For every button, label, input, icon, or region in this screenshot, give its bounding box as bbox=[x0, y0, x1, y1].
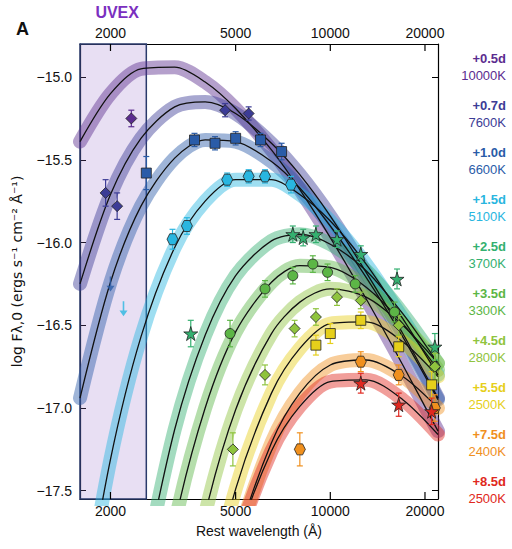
svg-text:+2.5d: +2.5d bbox=[472, 239, 506, 254]
svg-text:20000: 20000 bbox=[406, 503, 445, 519]
svg-text:2400K: 2400K bbox=[468, 444, 506, 459]
svg-text:10000: 10000 bbox=[311, 503, 350, 519]
svg-text:+0.5d: +0.5d bbox=[472, 51, 506, 66]
svg-text:+5.5d: +5.5d bbox=[472, 380, 506, 395]
svg-text:6600K: 6600K bbox=[468, 162, 506, 177]
svg-text:3700K: 3700K bbox=[468, 256, 506, 271]
svg-text:5100K: 5100K bbox=[468, 209, 506, 224]
svg-text:2000: 2000 bbox=[95, 503, 126, 519]
svg-text:2500K: 2500K bbox=[468, 491, 506, 506]
svg-text:−15.5: −15.5 bbox=[37, 152, 73, 168]
svg-text:−17.0: −17.0 bbox=[37, 400, 73, 416]
svg-text:+1.0d: +1.0d bbox=[472, 145, 506, 160]
svg-text:3300K: 3300K bbox=[468, 303, 506, 318]
svg-text:2500K: 2500K bbox=[468, 397, 506, 412]
svg-text:7600K: 7600K bbox=[468, 115, 506, 130]
svg-text:+3.5d: +3.5d bbox=[472, 286, 506, 301]
svg-text:UVEX: UVEX bbox=[95, 4, 139, 21]
svg-text:log Fλ,0 (ergs s⁻¹ cm⁻² Å⁻¹): log Fλ,0 (ergs s⁻¹ cm⁻² Å⁻¹) bbox=[9, 176, 25, 368]
svg-text:+1.5d: +1.5d bbox=[472, 192, 506, 207]
svg-text:10000K: 10000K bbox=[461, 68, 506, 83]
svg-text:+8.5d: +8.5d bbox=[472, 474, 506, 489]
svg-text:5000: 5000 bbox=[220, 25, 251, 41]
svg-text:+0.7d: +0.7d bbox=[472, 98, 506, 113]
svg-text:10000: 10000 bbox=[311, 25, 350, 41]
svg-text:−17.5: −17.5 bbox=[37, 483, 73, 499]
svg-text:20000: 20000 bbox=[406, 25, 445, 41]
svg-text:−16.0: −16.0 bbox=[37, 235, 73, 251]
svg-text:2000: 2000 bbox=[95, 25, 126, 41]
svg-text:+7.5d: +7.5d bbox=[472, 427, 506, 442]
svg-text:Rest wavelength (Å): Rest wavelength (Å) bbox=[196, 523, 322, 539]
svg-text:5000: 5000 bbox=[220, 503, 251, 519]
svg-text:−16.5: −16.5 bbox=[37, 317, 73, 333]
svg-text:−15.0: −15.0 bbox=[37, 69, 73, 85]
svg-text:2800K: 2800K bbox=[468, 350, 506, 365]
svg-text:A: A bbox=[16, 19, 29, 39]
svg-text:+4.5d: +4.5d bbox=[472, 333, 506, 348]
